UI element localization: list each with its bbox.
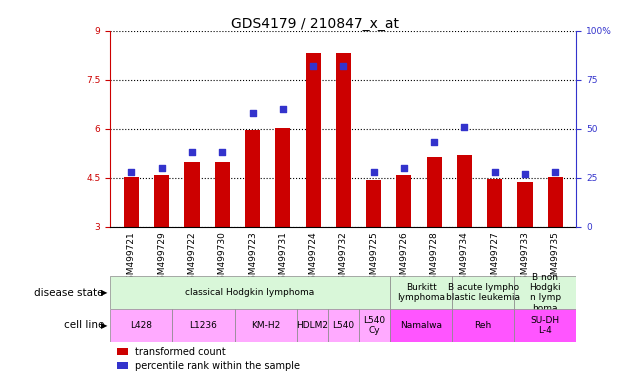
Bar [487,179,502,227]
Bar [514,276,576,309]
Text: disease state: disease state [35,288,104,298]
Point [308,63,318,69]
Bar [390,309,452,342]
Point [429,139,439,146]
Point [520,170,530,177]
Text: classical Hodgkin lymphoma: classical Hodgkin lymphoma [185,288,315,297]
Point [369,169,379,175]
Text: transformed count: transformed count [135,347,226,357]
Text: HDLM2: HDLM2 [296,321,328,330]
Bar [275,128,290,227]
Bar [359,309,390,342]
Text: ▶: ▶ [101,321,107,330]
Text: cell line: cell line [64,320,104,331]
Text: Reh: Reh [474,321,492,330]
Text: GDS4179 / 210847_x_at: GDS4179 / 210847_x_at [231,17,399,31]
Bar [517,182,532,227]
Point [490,169,500,175]
Bar [547,177,563,227]
Bar [215,162,230,227]
Bar [366,180,381,227]
Text: B non
Hodgki
n lymp
homa: B non Hodgki n lymp homa [530,273,561,313]
Point [399,165,409,171]
Bar [306,53,321,227]
Text: ▶: ▶ [101,288,107,297]
Point [278,106,288,112]
Point [187,149,197,155]
Point [459,124,469,130]
Point [338,63,348,69]
Text: L540: L540 [332,321,355,330]
Point [550,169,560,175]
Bar [452,309,514,342]
Bar [457,156,472,227]
Text: KM-H2: KM-H2 [251,321,280,330]
Bar [336,53,351,227]
Bar [154,175,169,227]
Text: L428: L428 [130,321,152,330]
Bar [245,130,260,227]
Point [157,165,167,171]
Text: percentile rank within the sample: percentile rank within the sample [135,361,301,371]
Text: L540
Cy: L540 Cy [364,316,386,335]
Text: Namalwa: Namalwa [400,321,442,330]
Bar [110,276,390,309]
Bar [110,309,173,342]
Bar [297,309,328,342]
Point [127,169,137,175]
Bar [390,276,452,309]
Bar [185,162,200,227]
Bar [396,175,411,227]
Bar [427,157,442,227]
Bar [124,177,139,227]
Text: Burkitt
lymphoma: Burkitt lymphoma [397,283,445,303]
Bar [173,309,234,342]
Text: SU-DH
L-4: SU-DH L-4 [531,316,560,335]
Bar [452,276,514,309]
Bar [234,309,297,342]
Point [217,149,227,155]
Point [248,110,258,116]
Bar [514,309,576,342]
Text: B acute lympho
blastic leukemia: B acute lympho blastic leukemia [446,283,520,303]
Bar [328,309,359,342]
Text: L1236: L1236 [190,321,217,330]
